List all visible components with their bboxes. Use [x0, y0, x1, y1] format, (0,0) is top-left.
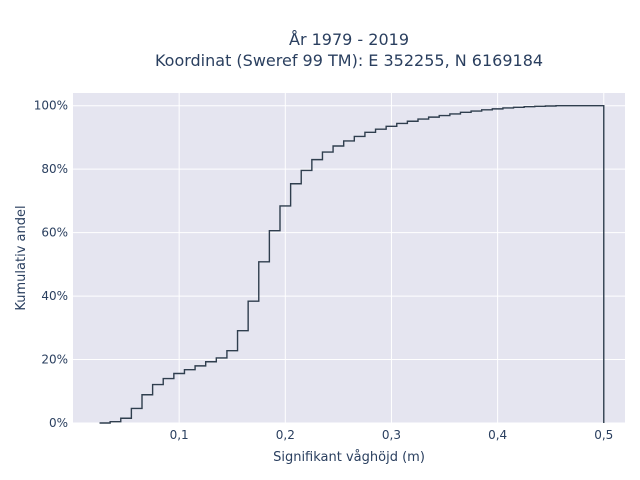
x-tick-label: 0,4 — [488, 428, 507, 442]
y-axis-label: Kumulativ andel — [14, 205, 29, 310]
x-axis-ticks: 0,1 0,2 0,3 0,4 0,5 — [170, 428, 614, 442]
x-tick-label: 0,5 — [594, 428, 613, 442]
x-tick-label: 0,1 — [170, 428, 189, 442]
y-tick-label: 60% — [41, 226, 68, 240]
x-tick-label: 0,3 — [382, 428, 401, 442]
x-tick-label: 0,2 — [276, 428, 295, 442]
y-tick-label: 100% — [34, 99, 68, 113]
plot-area — [73, 93, 625, 423]
y-tick-label: 80% — [41, 162, 68, 176]
chart-title-line2: Koordinat (Sweref 99 TM): E 352255, N 61… — [155, 51, 543, 70]
y-axis-ticks: 0% 20% 40% 60% 80% 100% — [34, 99, 68, 430]
y-tick-label: 20% — [41, 353, 68, 367]
y-tick-label: 0% — [49, 416, 68, 430]
cumulative-step-line — [99, 104, 605, 424]
y-tick-label: 40% — [41, 289, 68, 303]
x-axis-label: Signifikant våghöjd (m) — [273, 450, 425, 465]
chart-title-line1: År 1979 - 2019 — [289, 30, 409, 49]
